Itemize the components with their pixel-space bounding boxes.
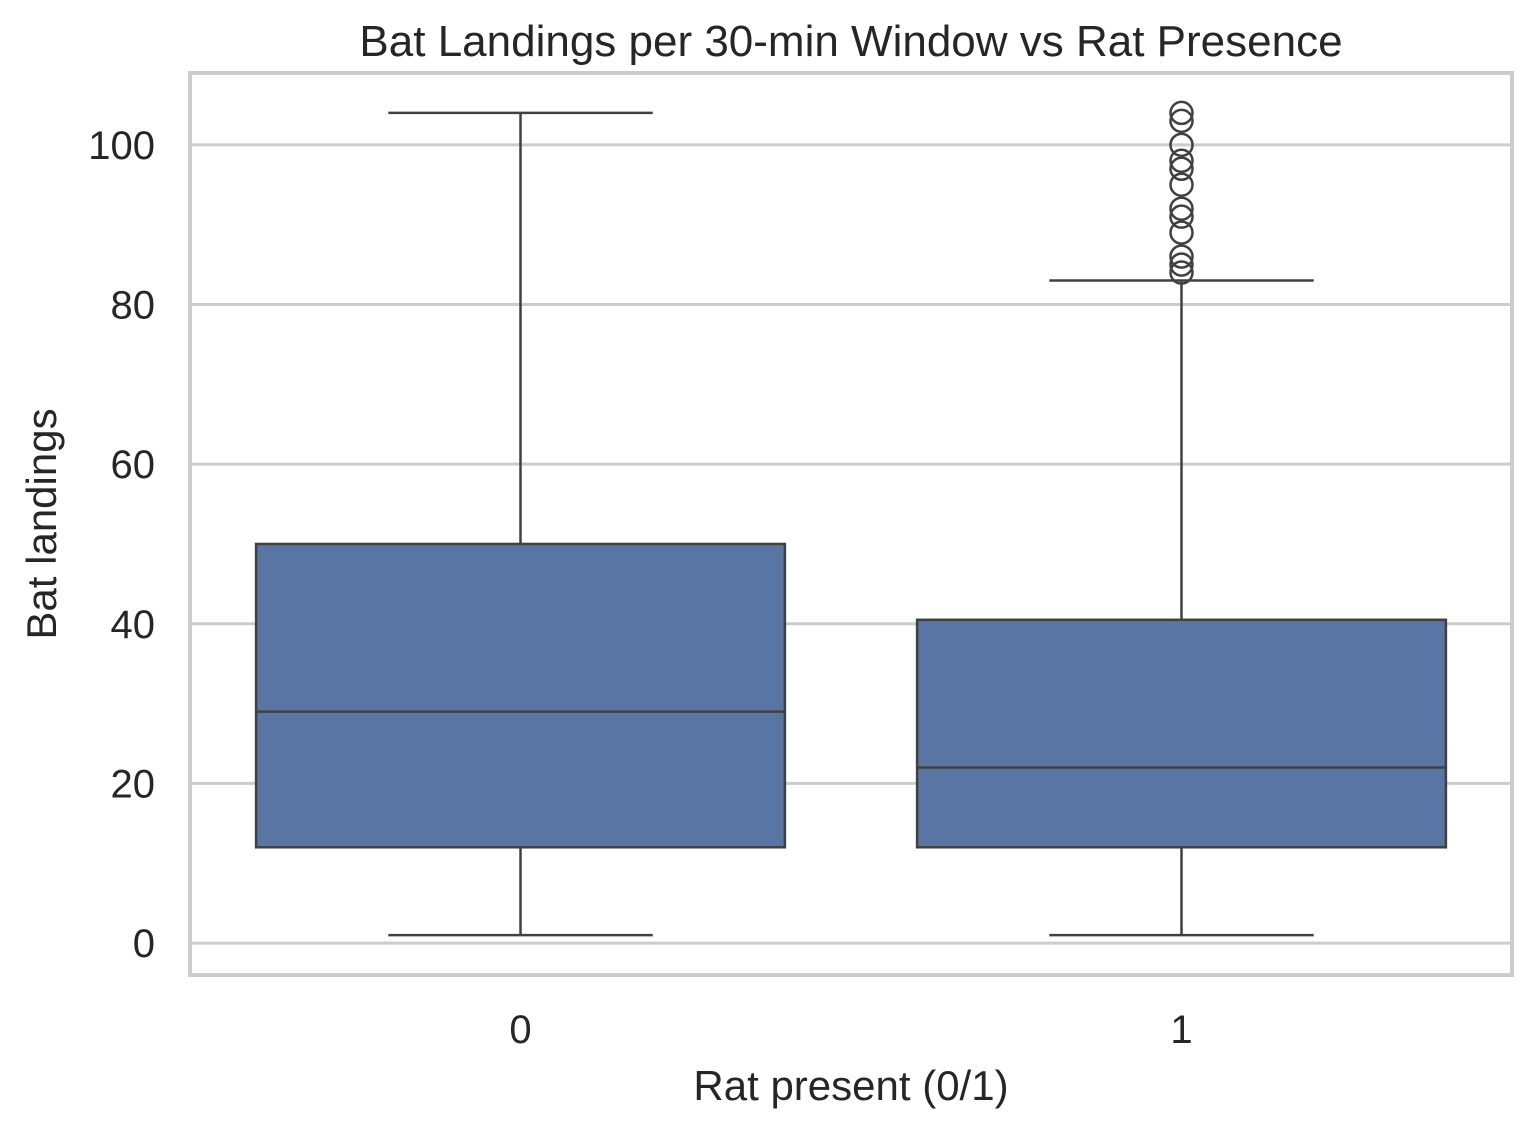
outlier-point (1169, 220, 1194, 245)
y-tick-label: 40 (111, 603, 156, 647)
box-group-0 (254, 111, 787, 937)
outlier-point (1169, 108, 1194, 134)
x-tick-label: 0 (509, 1008, 531, 1052)
outlier-point (1169, 260, 1194, 285)
outlier-point (1169, 100, 1194, 126)
outlier-point (1169, 244, 1194, 269)
y-tick-label: 0 (133, 922, 155, 966)
y-tick-label: 60 (111, 443, 156, 487)
y-axis-label: Bat landings (18, 408, 65, 639)
y-tick-label: 20 (111, 762, 156, 806)
outlier-point (1169, 132, 1194, 158)
plot-frame (188, 71, 1514, 977)
y-axis-ticks: 0 20 40 60 80 100 (88, 124, 155, 966)
chart-title: Bat Landings per 30-min Window vs Rat Pr… (359, 17, 1342, 66)
box-group-1 (915, 100, 1448, 937)
iqr-box (254, 542, 787, 849)
outlier-point (1169, 156, 1194, 182)
y-tick-label: 80 (111, 283, 156, 327)
outlier-point (1169, 148, 1194, 174)
iqr-box (915, 618, 1448, 849)
outlier-point (1169, 172, 1194, 198)
box-series (254, 100, 1448, 937)
x-tick-label: 1 (1170, 1008, 1192, 1052)
outlier-point (1169, 196, 1194, 221)
y-tick-label: 100 (88, 124, 155, 168)
x-axis-label: Rat present (0/1) (693, 1062, 1008, 1109)
outlier-point (1169, 204, 1194, 229)
outlier-point (1169, 252, 1194, 277)
